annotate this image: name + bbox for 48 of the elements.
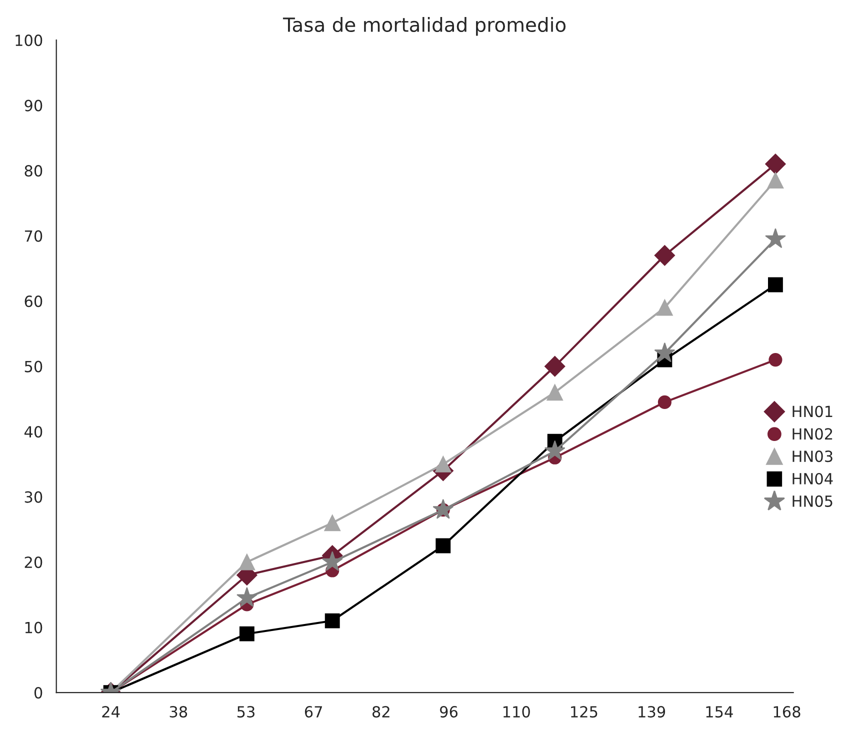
point — [656, 299, 673, 316]
point — [658, 395, 672, 409]
y-tick-label: 90 — [24, 100, 42, 112]
point — [654, 342, 676, 362]
legend-label: HN01 — [792, 406, 832, 418]
point — [324, 514, 341, 532]
x-tick-label: 67 — [304, 706, 322, 718]
point — [432, 498, 454, 519]
y-tick-label: 10 — [25, 622, 42, 634]
y-tick-label: 70 — [24, 230, 42, 242]
point — [546, 384, 564, 401]
y-tick-label: 50 — [24, 360, 42, 372]
x-tick-label: 96 — [440, 706, 458, 718]
x-tick-label: 38 — [170, 706, 188, 718]
point — [544, 440, 566, 460]
x-tick-label: 139 — [638, 706, 666, 718]
point — [238, 554, 256, 570]
legend-label: HN03 — [792, 450, 832, 462]
legend-label: HN05 — [792, 495, 832, 507]
point — [767, 172, 784, 189]
point — [322, 551, 343, 572]
point — [768, 353, 782, 367]
x-tick-label: 24 — [102, 706, 120, 718]
point — [765, 228, 786, 248]
y-tick-label: 80 — [24, 165, 42, 177]
x-tick-label: 168 — [774, 706, 800, 718]
y-tick-label: 60 — [24, 296, 42, 308]
x-tick-label: 82 — [372, 706, 390, 718]
legend-label: HN02 — [792, 428, 832, 440]
y-tick-label: 30 — [24, 491, 42, 503]
point — [236, 587, 258, 607]
x-tick-label: 125 — [571, 706, 598, 718]
x-tick-label: 53 — [237, 706, 254, 718]
point — [324, 613, 340, 628]
point — [765, 154, 786, 174]
y-tick-label: 40 — [24, 426, 42, 438]
point — [436, 538, 451, 554]
y-tick-label: 100 — [16, 34, 42, 46]
y-tick-label: 20 — [24, 556, 42, 568]
point — [239, 626, 254, 642]
x-tick-label: 110 — [503, 706, 530, 718]
point — [654, 245, 676, 266]
chart-title: Tasa de mortalidad promedio — [282, 16, 566, 36]
legend-label: HN04 — [792, 472, 833, 485]
point — [768, 277, 783, 292]
point — [544, 356, 566, 377]
y-tick-label: 0 — [34, 687, 42, 699]
x-tick-label: 154 — [706, 706, 733, 718]
